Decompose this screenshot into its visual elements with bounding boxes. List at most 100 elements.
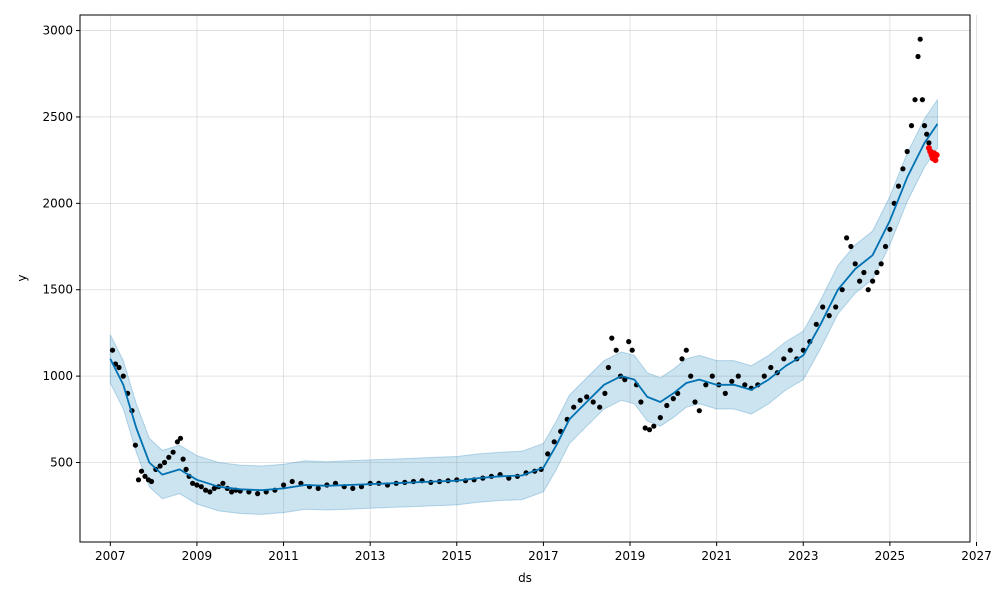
- observed-point: [692, 399, 698, 405]
- observed-point: [281, 482, 287, 488]
- observed-point: [900, 166, 906, 172]
- x-tick-label: 2017: [528, 549, 559, 563]
- observed-point: [597, 404, 603, 410]
- observed-point: [350, 485, 356, 491]
- observed-point: [590, 399, 596, 405]
- observed-point: [613, 347, 619, 353]
- observed-point: [157, 463, 163, 469]
- observed-point: [844, 235, 850, 241]
- observed-point: [735, 373, 741, 379]
- observed-point: [703, 382, 709, 388]
- x-tick-label: 2015: [442, 549, 473, 563]
- y-tick-label: 2000: [42, 196, 73, 210]
- observed-point: [729, 378, 735, 384]
- observed-point: [722, 390, 728, 396]
- observed-point: [207, 489, 213, 495]
- observed-point: [622, 377, 628, 383]
- highlighted-point: [932, 157, 939, 164]
- observed-point: [688, 373, 694, 379]
- observed-point: [781, 356, 787, 362]
- observed-point: [646, 427, 653, 433]
- observed-point: [120, 373, 126, 379]
- observed-point: [768, 364, 774, 371]
- observed-point: [584, 394, 590, 400]
- observed-point: [813, 321, 819, 327]
- observed-point: [148, 478, 155, 485]
- observed-point: [887, 226, 893, 232]
- observed-point: [878, 261, 884, 267]
- observed-point: [826, 313, 832, 319]
- x-tick-label: 2009: [182, 549, 213, 563]
- y-tick-label: 500: [50, 456, 73, 470]
- x-tick-label: 2025: [875, 549, 906, 563]
- observed-point: [255, 491, 261, 497]
- x-axis-label: ds: [518, 571, 532, 585]
- uncertainty-area: [109, 98, 938, 515]
- observed-point: [870, 278, 876, 284]
- observed-point: [211, 485, 217, 491]
- observed-point: [551, 439, 557, 445]
- observed-point: [679, 356, 685, 362]
- observed-point: [605, 364, 612, 371]
- x-axis-ticks: 2007 2009 2011 2013 2015 2017 2019 2021 2023 2025…: [95, 542, 992, 563]
- x-tick-label: 2019: [615, 549, 646, 563]
- x-tick-label: 2027: [961, 549, 992, 563]
- observed-point: [577, 397, 583, 403]
- observed-point: [882, 243, 889, 250]
- observed-point: [926, 140, 932, 146]
- y-tick-label: 1500: [42, 283, 73, 297]
- observed-point: [839, 287, 845, 293]
- observed-point: [138, 468, 145, 474]
- highlighted-point: [933, 152, 940, 158]
- x-tick-label: 2023: [788, 549, 819, 563]
- observed-point: [657, 415, 663, 421]
- observed-point: [865, 287, 871, 293]
- x-tick-label: 2013: [355, 549, 386, 563]
- forecast-line: [109, 123, 939, 492]
- observed-point: [203, 487, 209, 493]
- plot-frame: [79, 14, 971, 543]
- observed-point: [289, 478, 295, 485]
- y-axis-ticks: 500 1000 1500 2000 2500 3000: [42, 24, 80, 470]
- observed-point: [787, 347, 793, 353]
- observed-point: [919, 97, 926, 103]
- forecast-line-path: [109, 123, 939, 492]
- observed-point: [142, 473, 148, 479]
- uncertainty-band: [109, 98, 938, 515]
- observed-point: [638, 399, 644, 405]
- observed-point: [675, 390, 681, 396]
- observed-point: [109, 347, 116, 353]
- observed-point: [904, 148, 910, 155]
- observed-point: [912, 97, 918, 103]
- observed-point: [709, 373, 715, 379]
- observed-point: [924, 131, 930, 137]
- x-tick-label: 2021: [701, 549, 732, 563]
- observed-point: [194, 482, 200, 488]
- observed-point: [664, 402, 670, 409]
- observed-point: [170, 449, 176, 455]
- observed-point: [820, 304, 826, 310]
- observed-point: [857, 278, 863, 284]
- highlighted-points: [925, 145, 940, 164]
- plot-area: [80, 15, 970, 542]
- observed-point: [229, 489, 235, 495]
- y-tick-label: 3000: [42, 24, 73, 38]
- observed-point: [852, 261, 858, 267]
- observed-point: [190, 480, 196, 486]
- observed-point: [642, 425, 648, 431]
- observed-point: [545, 451, 551, 457]
- observed-point: [135, 477, 142, 483]
- observed-point: [921, 123, 928, 129]
- observed-point: [629, 347, 635, 353]
- observed-point: [174, 439, 180, 445]
- observed-point: [183, 466, 189, 472]
- observed-point: [609, 335, 615, 341]
- observed-point: [220, 480, 226, 486]
- observed-point: [908, 123, 915, 129]
- observed-point: [848, 243, 854, 250]
- observed-point: [917, 36, 923, 42]
- observed-point: [683, 347, 689, 353]
- grid: [80, 15, 977, 542]
- observed-point: [833, 304, 839, 310]
